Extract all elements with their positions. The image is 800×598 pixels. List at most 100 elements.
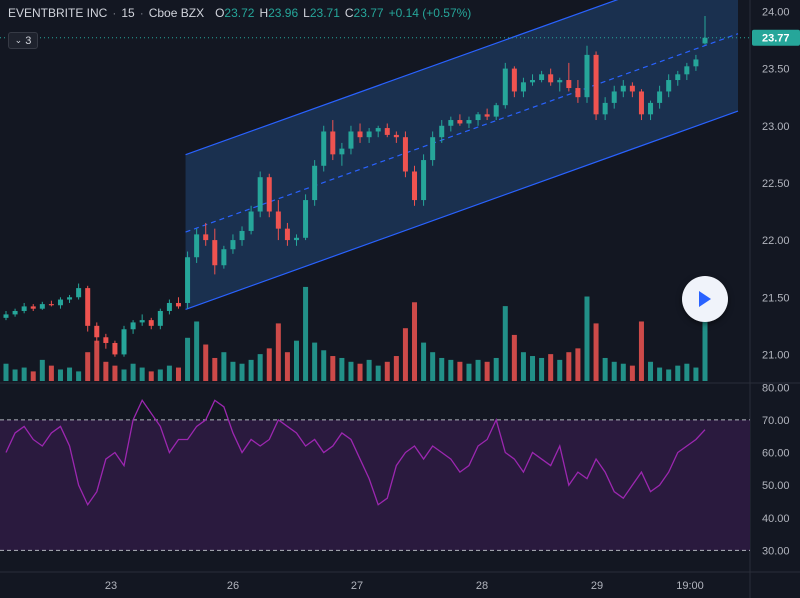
symbol-name[interactable]: EVENTBRITE INC: [8, 6, 108, 20]
candle-body: [502, 68, 508, 106]
channel-median-line: [185, 33, 739, 233]
volume-bar: [175, 367, 181, 381]
close-value: 23.77: [353, 6, 384, 20]
volume-bar: [166, 365, 172, 381]
volume-bar: [548, 354, 554, 381]
candle-body: [566, 80, 572, 89]
rsi-tick-label: 40.00: [762, 513, 790, 525]
volume-bar: [248, 359, 254, 381]
open-value-group: O23.72: [215, 6, 254, 20]
legend-separator: ·: [112, 6, 117, 20]
candle-body: [85, 288, 91, 326]
volume-bar: [675, 365, 681, 381]
price-tick-label: 23.50: [762, 64, 790, 76]
candle-body: [629, 85, 635, 92]
candle-body: [21, 306, 27, 311]
candle-body: [675, 74, 681, 81]
volume-bar: [366, 359, 372, 381]
legend-separator: ·: [139, 6, 144, 20]
volume-bar: [430, 352, 436, 381]
candle-body: [611, 91, 617, 103]
volume-bar: [157, 369, 163, 381]
candle-body: [493, 105, 499, 117]
candle-body: [657, 91, 663, 103]
indicator-count: 3: [25, 34, 32, 47]
candle-body: [666, 80, 672, 92]
candle-body: [466, 120, 472, 124]
volume-bar: [266, 348, 272, 381]
time-tick-label: 26: [227, 580, 239, 592]
volume-bar: [85, 352, 91, 381]
volume-bar: [402, 328, 408, 381]
candle-body: [638, 91, 644, 115]
volume-bar: [593, 323, 599, 381]
time-tick-label: 29: [591, 580, 603, 592]
candle-body: [157, 310, 163, 326]
volume-bar: [284, 352, 290, 381]
candle-body: [312, 165, 318, 201]
volume-bar: [103, 361, 109, 381]
volume-bar: [620, 363, 626, 381]
volume-bar: [602, 357, 608, 381]
price-tick-label: 22.50: [762, 178, 790, 190]
volume-bar: [493, 357, 499, 381]
rsi-band-fill: [0, 419, 750, 551]
candle-body: [39, 304, 45, 309]
candle-body: [12, 310, 18, 315]
volume-bar: [293, 340, 299, 381]
candle-body: [239, 230, 245, 241]
volume-bar: [257, 354, 263, 381]
volume-bar: [693, 367, 699, 381]
volume-bar: [348, 361, 354, 381]
volume-bar: [94, 340, 100, 381]
candle-body: [448, 120, 454, 126]
time-tick-label: 19:00: [676, 580, 704, 592]
play-icon: [699, 291, 711, 307]
volume-bar: [185, 337, 191, 381]
volume-bar: [121, 369, 127, 381]
candle-body: [221, 249, 227, 266]
volume-bar: [139, 367, 145, 381]
replay-play-button[interactable]: [682, 276, 728, 322]
candle-body: [348, 131, 354, 149]
candle-body: [439, 125, 445, 138]
candle-body: [48, 304, 54, 306]
volume-bar: [412, 302, 418, 381]
candle-body: [684, 66, 690, 75]
indicator-toggle-button[interactable]: ⌄ 3: [8, 32, 38, 49]
price-tick-label: 21.50: [762, 292, 790, 304]
volume-bar: [48, 365, 54, 381]
volume-bar: [221, 352, 227, 381]
candle-body: [575, 88, 581, 98]
volume-bar: [357, 363, 363, 381]
interval-label[interactable]: 15: [121, 6, 135, 20]
candle-body: [3, 314, 9, 318]
volume-bar: [520, 352, 526, 381]
high-value-group: H23.96: [259, 6, 298, 20]
volume-bar: [57, 369, 63, 381]
volume-bar: [611, 361, 617, 381]
volume-bar: [648, 361, 654, 381]
candle-body: [203, 234, 209, 241]
rsi-line: [5, 399, 706, 507]
candle-body: [530, 80, 536, 83]
candle-body: [421, 160, 427, 201]
candle-body: [339, 148, 345, 155]
volume-bar: [30, 371, 36, 381]
volume-bar: [67, 367, 73, 381]
candle-body: [384, 128, 390, 135]
rsi-tick-label: 60.00: [762, 448, 790, 460]
volume-bar: [375, 365, 381, 381]
rsi-tick-label: 70.00: [762, 415, 790, 427]
volume-bar: [212, 357, 218, 381]
candle-body: [112, 342, 118, 355]
candle-body: [67, 297, 73, 300]
price-tick-label: 24.00: [762, 6, 790, 18]
channel-upper-line: [185, 0, 619, 156]
close-value-group: C23.77: [345, 6, 384, 20]
volume-bar: [448, 359, 454, 381]
symbol-legend: EVENTBRITE INC · 15 · Cboe BZX O23.72 H2…: [8, 6, 471, 20]
candle-body: [412, 171, 418, 201]
